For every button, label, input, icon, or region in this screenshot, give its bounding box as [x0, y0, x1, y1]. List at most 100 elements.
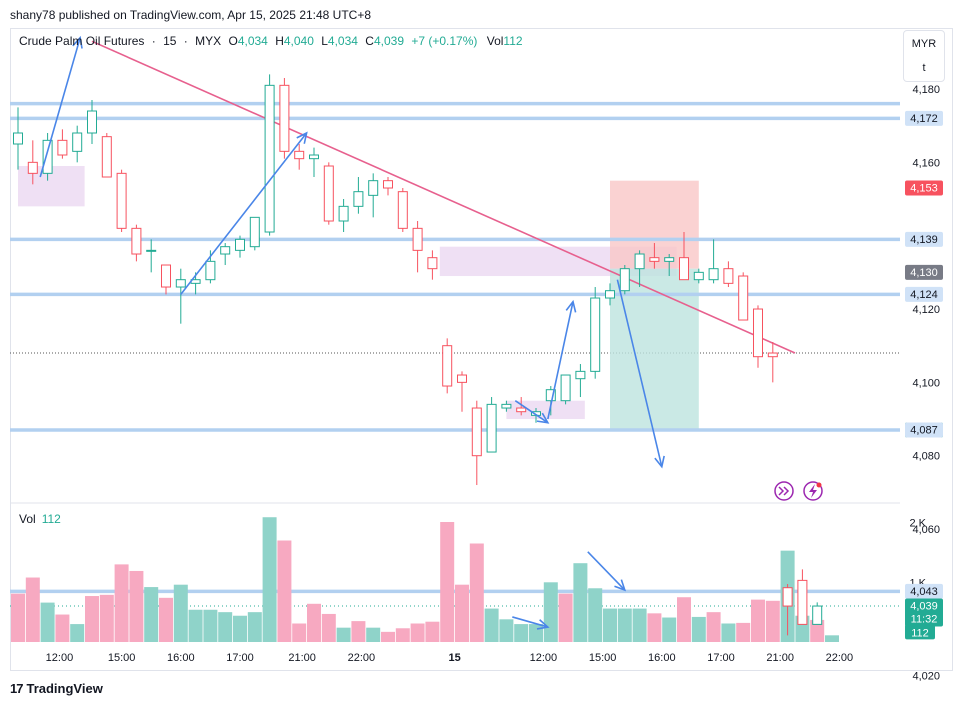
arrow	[587, 551, 627, 592]
currency-label: MYR	[911, 38, 937, 50]
price-label-text: 4,039	[910, 601, 938, 613]
arrow-shaft	[547, 301, 574, 420]
symbol-name[interactable]: Crude Palm Oil Futures	[19, 34, 145, 48]
time-tick: 12:00	[46, 652, 74, 664]
volume-bar	[825, 635, 839, 642]
price-label: 4,087	[905, 422, 943, 438]
candles	[13, 74, 823, 636]
alert-dot	[816, 482, 822, 488]
volume-bar	[469, 543, 484, 642]
candle-body	[486, 403, 497, 453]
candle-body	[205, 260, 216, 281]
price-label: 4,139	[905, 231, 943, 247]
publish-info: shany78 published on TradingView.com, Ap…	[10, 8, 372, 22]
volume-bar	[647, 613, 662, 642]
candle-body	[309, 154, 319, 160]
candle	[427, 250, 438, 280]
candle	[264, 74, 275, 236]
arrow-shaft	[39, 37, 81, 178]
volume-bar	[484, 608, 499, 642]
volume-bar	[736, 622, 751, 642]
price-labels: 4,1724,1534,1394,1304,1244,0874,0874,043…	[905, 110, 943, 640]
candle-body	[516, 407, 527, 413]
volume-bar	[114, 564, 129, 642]
arrow-head	[72, 35, 83, 49]
candle	[457, 371, 467, 412]
candle	[353, 177, 364, 214]
volume-label-bg	[905, 624, 935, 640]
candle	[338, 199, 349, 233]
tradingview-footer[interactable]: 17 TradingView	[10, 681, 103, 696]
time-tick: 15:00	[108, 652, 136, 664]
candle-body	[442, 345, 453, 387]
volume-bar	[588, 588, 603, 642]
candle-body	[782, 587, 793, 607]
candle-body	[797, 579, 808, 625]
candle-body	[634, 253, 645, 270]
candle-body	[664, 257, 675, 262]
candle	[294, 144, 305, 170]
price-label: 4,130	[905, 264, 943, 280]
volume-bar	[307, 603, 321, 642]
brand-name: TradingView	[26, 681, 103, 696]
candle-body	[753, 308, 763, 358]
currency-unit-button[interactable]: MYR t	[903, 30, 945, 82]
candle-body	[545, 389, 556, 402]
time-tick: 12:00	[530, 652, 558, 664]
candle	[471, 400, 482, 486]
candle-body	[501, 403, 512, 409]
candle-body	[457, 374, 467, 383]
candle	[175, 268, 186, 324]
volume-bar	[277, 540, 292, 642]
price-label-text: 4,130	[910, 267, 938, 279]
volume-bar	[751, 599, 765, 642]
candle-body	[279, 84, 290, 152]
zone-zone	[506, 400, 585, 420]
price-tick: 4,020	[912, 671, 940, 683]
volume-bar	[721, 623, 736, 642]
arrow-shaft	[180, 132, 308, 295]
candle-body	[294, 150, 305, 160]
candle-body	[323, 165, 334, 222]
price-label-text: 4,139	[910, 234, 938, 246]
volume-bar	[440, 522, 455, 642]
volume-bar	[159, 597, 173, 642]
close-value: 4,039	[373, 34, 404, 48]
arrow-shaft	[512, 616, 549, 628]
volume-bar	[188, 609, 203, 642]
price-tick: 4,180	[912, 84, 940, 96]
candle	[767, 342, 778, 383]
price-label: 4,043	[905, 583, 943, 599]
price-label-countdown: 11:32	[911, 614, 938, 626]
price-label-bg	[905, 583, 943, 599]
volume-bar	[425, 621, 440, 642]
arrow	[39, 35, 83, 178]
volume-legend: Vol 112	[19, 512, 61, 526]
arrow	[512, 616, 550, 630]
candle	[383, 177, 393, 196]
volume-bar	[233, 615, 247, 642]
arrow-head	[654, 455, 665, 469]
volume-bar	[573, 563, 588, 642]
candle-body	[101, 136, 112, 178]
candle-body	[131, 227, 142, 255]
high-value: 4,040	[283, 34, 314, 48]
candle-body	[338, 205, 349, 222]
time-tick: 15	[448, 652, 460, 664]
arrow-head	[296, 131, 308, 144]
candle-body	[87, 110, 97, 134]
candle-body	[353, 191, 364, 207]
candle-body	[708, 268, 719, 281]
candle	[368, 173, 379, 218]
horizontal-levels	[10, 101, 900, 594]
unit-label: t	[922, 62, 926, 74]
volume-bar	[381, 631, 395, 642]
candle	[116, 169, 127, 233]
price-label-bg	[905, 110, 943, 126]
volume-bar	[810, 619, 825, 642]
candle-body	[412, 227, 423, 251]
volume-bar	[455, 584, 469, 642]
high-label: H	[275, 34, 284, 48]
